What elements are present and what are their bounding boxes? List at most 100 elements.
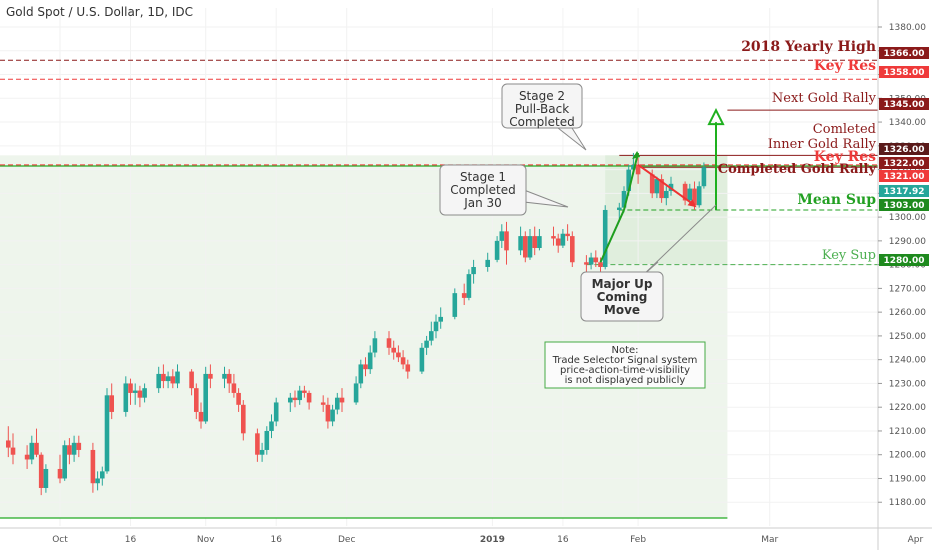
major-up-arrow-head [707, 107, 725, 126]
grid-layer [0, 8, 916, 526]
candle-body [320, 402, 326, 405]
candle-body [198, 411, 204, 422]
candle-body [29, 442, 35, 460]
price-badge [879, 170, 929, 182]
callout-line: Stage 2 [519, 89, 565, 103]
candle-body [471, 267, 476, 275]
candle-body [67, 445, 72, 455]
price-badge-label: 1303.00 [884, 201, 925, 211]
candle-body [405, 364, 411, 372]
candle-body [504, 231, 509, 251]
candle-body [466, 274, 472, 298]
down-arrow-head [687, 199, 697, 208]
candle-body [104, 395, 110, 472]
candle-body [621, 190, 627, 208]
level-label: Key Res [814, 58, 876, 74]
candle-body [664, 190, 669, 199]
candle-body [499, 231, 505, 241]
x-tick-label: Apr [908, 535, 924, 545]
candle-body [391, 347, 396, 353]
price-badge [879, 157, 929, 169]
candle-body [71, 442, 77, 455]
candle-body [386, 338, 392, 348]
x-tick-label: 16 [557, 535, 569, 545]
candle-body [701, 167, 707, 187]
candle-body [175, 371, 180, 384]
candle-body [161, 373, 166, 382]
candle-body [109, 395, 114, 412]
candle-body [288, 397, 293, 403]
x-tick-label: Dec [338, 535, 355, 545]
candle-body [494, 240, 500, 260]
y-tick-label: 1270.00 [889, 284, 926, 294]
candle-body [433, 321, 439, 332]
candle-body [429, 331, 434, 341]
note-box: Note:Trade Selector Signal systemprice-a… [544, 341, 706, 389]
candle-body [367, 352, 373, 370]
callout-line: Pull-Back [515, 102, 569, 116]
candle-body [485, 259, 490, 267]
candle-body [537, 236, 542, 248]
callout-line: Completed [509, 115, 574, 129]
price-badge [879, 199, 929, 211]
y-tick-label: 1230.00 [889, 379, 926, 389]
chart-title: Gold Spot / U.S. Dollar, 1D, IDC [6, 5, 193, 19]
level-label-line: Comleted [813, 122, 876, 137]
note-line: Trade Selector Signal system [552, 355, 698, 366]
candle-body [208, 373, 213, 379]
candles-layer [6, 152, 707, 496]
candle-body [38, 454, 44, 488]
candle-body [424, 340, 429, 348]
candle-body [306, 392, 312, 403]
candle-body [400, 357, 406, 365]
callout-box [439, 164, 527, 216]
candle-body [43, 468, 49, 488]
y-tick-label: 1180.00 [889, 498, 926, 508]
candle-body [189, 371, 194, 389]
y-axis-panel [878, 0, 932, 550]
note-line: is not displayed publicly [565, 375, 686, 386]
candle-body [565, 233, 570, 237]
candle-body [452, 293, 458, 317]
candle-body [142, 388, 147, 398]
price-badge-label: 1322.00 [884, 159, 925, 169]
level-label: Key Sup [822, 248, 876, 263]
x-tick-label: 2019 [480, 535, 505, 545]
x-tick-label: Oct [52, 535, 68, 545]
note-line: Note: [611, 345, 638, 356]
candle-body [236, 392, 241, 405]
candle-body [76, 442, 82, 450]
candle-body [532, 236, 537, 248]
candle-body [302, 390, 307, 393]
candle-body [273, 402, 279, 422]
y-tick-label: 1190.00 [889, 474, 926, 484]
candle-body [372, 338, 378, 353]
x-tick-label: Feb [630, 535, 646, 545]
candle-body [353, 383, 359, 403]
candle-body [598, 262, 603, 267]
candle-body [264, 430, 270, 450]
y-tick-label: 1200.00 [889, 451, 926, 461]
candle-body [555, 238, 561, 246]
callout-box [580, 271, 664, 322]
candle-body [335, 397, 340, 410]
price-badge [879, 143, 929, 155]
note-border [544, 341, 706, 389]
callout-line: Major Up [592, 277, 653, 291]
stage2-trend-line [623, 152, 640, 211]
callout-line: Stage 1 [460, 170, 506, 184]
candle-body [34, 442, 39, 455]
current-price-label: 1317.92 [884, 187, 925, 197]
candle-body [682, 183, 688, 201]
level-lines-layer: 2018 Yearly High Key Res Next Gold Rally Ke… [0, 39, 878, 519]
candle-body [292, 397, 298, 401]
price-badge-label: 1345.00 [884, 100, 925, 110]
y-tick-label: 1290.00 [889, 237, 926, 247]
candle-body [635, 164, 641, 175]
candle-body [241, 404, 246, 434]
